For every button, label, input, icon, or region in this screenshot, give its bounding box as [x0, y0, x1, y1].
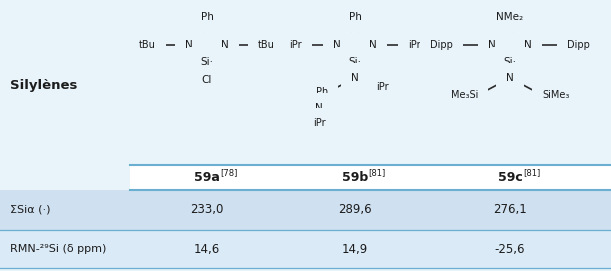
Bar: [0, 230, 611, 268]
Text: Ph: Ph: [348, 12, 362, 22]
Text: N: N: [524, 40, 532, 50]
Bar: [130, 165, 611, 190]
Text: RMN-²⁹Si (δ ppm): RMN-²⁹Si (δ ppm): [10, 244, 106, 254]
Text: ΣSiα (·): ΣSiα (·): [10, 205, 51, 215]
Text: tBu: tBu: [139, 40, 156, 50]
Bar: [0, 190, 611, 230]
Text: N: N: [315, 103, 323, 113]
Text: Ph: Ph: [316, 87, 328, 97]
Text: iPr: iPr: [376, 82, 389, 92]
Text: -25,6: -25,6: [495, 243, 525, 256]
Text: N: N: [351, 73, 359, 83]
Text: 233,0: 233,0: [190, 204, 224, 217]
Text: tBu: tBu: [258, 40, 275, 50]
Text: iPr: iPr: [290, 40, 302, 50]
Text: iPr: iPr: [408, 40, 420, 50]
Text: 14,6: 14,6: [194, 243, 220, 256]
Text: N: N: [488, 40, 496, 50]
Text: 59b: 59b: [342, 171, 368, 184]
Text: Dipp: Dipp: [567, 40, 590, 50]
Text: Me₃Si: Me₃Si: [451, 90, 478, 100]
Text: N: N: [333, 40, 341, 50]
Text: [78]: [78]: [221, 168, 238, 177]
Text: Cl: Cl: [202, 75, 212, 85]
Text: Ph: Ph: [200, 12, 213, 22]
Text: NMe₂: NMe₂: [496, 12, 524, 22]
Text: [81]: [81]: [368, 168, 386, 177]
Text: Si·: Si·: [348, 57, 362, 67]
Text: Si·: Si·: [200, 57, 213, 67]
Text: Dipp: Dipp: [430, 40, 453, 50]
Text: SiMe₃: SiMe₃: [542, 90, 569, 100]
Text: ∥: ∥: [325, 95, 331, 105]
Text: Si·: Si·: [503, 57, 516, 67]
Text: [81]: [81]: [524, 168, 541, 177]
Text: N: N: [369, 40, 377, 50]
Text: 14,9: 14,9: [342, 243, 368, 256]
Text: N: N: [185, 40, 193, 50]
Text: Silylènes: Silylènes: [10, 79, 78, 92]
Text: N: N: [506, 73, 514, 83]
Text: 289,6: 289,6: [338, 204, 372, 217]
Text: 59a: 59a: [194, 171, 220, 184]
Text: 276,1: 276,1: [493, 204, 527, 217]
Text: N: N: [221, 40, 229, 50]
Text: iPr: iPr: [313, 118, 325, 128]
Text: 59c: 59c: [497, 171, 522, 184]
